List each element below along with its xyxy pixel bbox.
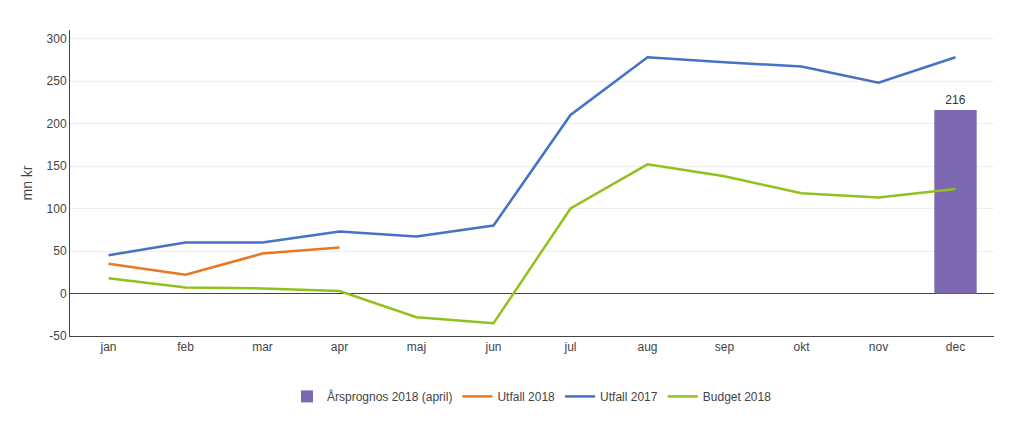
svg-text:100: 100 xyxy=(47,202,67,216)
svg-text:-50: -50 xyxy=(49,329,67,343)
svg-text:mn kr: mn kr xyxy=(19,165,35,200)
svg-text:maj: maj xyxy=(407,340,426,354)
svg-text:aug: aug xyxy=(637,340,657,354)
svg-text:200: 200 xyxy=(47,117,67,131)
svg-text:dec: dec xyxy=(946,340,965,354)
svg-text:Utfall 2017: Utfall 2017 xyxy=(600,390,658,404)
svg-text:0: 0 xyxy=(60,287,67,301)
svg-text:apr: apr xyxy=(331,340,348,354)
svg-text:150: 150 xyxy=(47,159,67,173)
svg-text:216: 216 xyxy=(945,93,965,107)
svg-text:feb: feb xyxy=(177,340,194,354)
svg-text:okt: okt xyxy=(793,340,810,354)
svg-text:50: 50 xyxy=(53,244,67,258)
svg-text:jun: jun xyxy=(484,340,501,354)
svg-text:mar: mar xyxy=(252,340,273,354)
svg-text:300: 300 xyxy=(47,32,67,46)
svg-text:nov: nov xyxy=(869,340,888,354)
svg-text:Årsprognos 2018 (april): Årsprognos 2018 (april) xyxy=(327,389,452,404)
svg-text:sep: sep xyxy=(715,340,735,354)
svg-text:250: 250 xyxy=(47,74,67,88)
svg-text:Utfall 2018: Utfall 2018 xyxy=(497,390,555,404)
svg-text:Budget 2018: Budget 2018 xyxy=(703,390,771,404)
svg-text:jul: jul xyxy=(563,340,576,354)
svg-text:jan: jan xyxy=(99,340,116,354)
